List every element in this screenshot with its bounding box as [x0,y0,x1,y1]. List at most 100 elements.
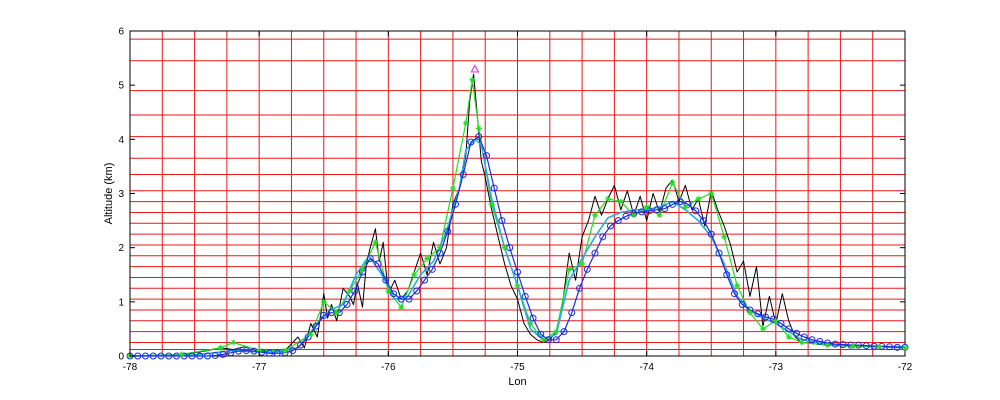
series-point-blue [366,255,374,262]
series-point-green [682,204,689,211]
series-point-green [462,120,469,127]
y-tick-label: 5 [118,81,124,92]
y-tick-label: 0 [118,352,124,363]
series-point-blue [855,341,862,349]
series-point-green [824,342,831,349]
series-point-blue [638,208,645,216]
series-point-blue [793,329,800,337]
series-point-blue [413,287,421,295]
markers-group [126,64,909,360]
y-tick-label: 1 [118,297,124,308]
series-point-blue [475,133,483,141]
series-point-green [617,198,624,205]
series-point-blue [831,340,839,348]
series-point-blue [785,325,793,333]
x-tick-label: -78 [123,362,138,373]
series-point-blue [661,205,669,213]
series-point-green [385,288,392,294]
series-point-green [514,282,521,289]
series-point-blue [343,301,351,309]
series-point-green [449,185,456,192]
y-tick-label: 6 [118,27,124,38]
series-point-green [217,344,224,351]
series-point-green [656,212,663,219]
series-point-green [553,328,560,335]
series-point-blue [452,200,459,208]
series-point-green [282,347,288,354]
series-point-blue [390,290,397,298]
series-point-blue [700,217,707,225]
series-point-blue [498,217,506,225]
series-point-green [469,76,476,83]
series-point-green [876,343,883,350]
series-point-blue [405,295,413,303]
series-point-blue [149,352,157,360]
series-point-green [747,309,753,316]
series-point-blue [529,314,537,322]
series-point-green [230,339,237,346]
x-tick-label: -73 [769,362,784,373]
series-point-green [540,336,547,343]
series-point-green [798,339,805,346]
series-point-green [346,288,353,294]
grid [130,31,905,356]
series-point-blue [266,349,273,357]
series-point-blue [273,349,281,357]
series-point-blue [676,198,684,206]
series-point-blue [777,320,785,327]
y-tick-label: 2 [118,243,124,254]
x-tick-label: -75 [510,362,525,373]
series-point-green [695,195,702,202]
series-point-blue [808,336,816,344]
series-point-green [256,347,263,354]
series-point-green [437,244,443,251]
series-point-green [643,204,650,211]
series-point-green [734,282,741,289]
series-point-blue [483,152,490,160]
series-point-green [488,201,495,208]
series-point-green [630,212,637,219]
series-point-blue [204,352,211,360]
series-point-green [320,298,327,305]
series-point-green [772,317,779,324]
series-point-blue [754,310,762,318]
series-point-blue [576,284,583,292]
series-point-blue [707,230,715,238]
series-point-green [307,331,314,338]
series-point-blue [762,313,769,321]
series-point-blue [622,212,630,220]
series-point-blue [312,322,320,330]
series-point-blue [165,352,173,360]
series-point-blue [211,351,219,359]
series-point-green [902,344,908,351]
series-point-blue [738,301,746,309]
series-point-blue [444,227,452,235]
series-point-blue [552,336,560,344]
series-point-green [579,260,586,267]
series-point-blue [862,342,870,350]
series-point-green [475,125,482,132]
series-point-blue [459,171,467,179]
series-point-blue [669,200,676,208]
series-point-green [850,343,857,350]
series-point-blue [490,184,498,192]
series-point-blue [428,265,436,273]
series-point-green [527,320,534,327]
x-tick-label: -76 [381,362,396,373]
series-point-blue [560,328,568,336]
series-point-green [592,212,598,219]
series-point-blue [800,333,808,341]
series-point-blue [583,265,591,273]
series-point-blue [219,350,227,358]
x-axis-label: Lon [508,376,526,388]
series-point-blue [614,217,622,225]
series-point-blue [382,276,390,284]
series-point-blue [421,276,428,284]
series-point-blue [235,347,242,355]
series-point-green [669,179,676,186]
series-point-green [604,195,611,202]
series-point-blue [514,268,521,276]
series-point-blue [893,343,901,351]
series-point-blue [289,347,297,355]
series-point-blue [521,292,529,300]
